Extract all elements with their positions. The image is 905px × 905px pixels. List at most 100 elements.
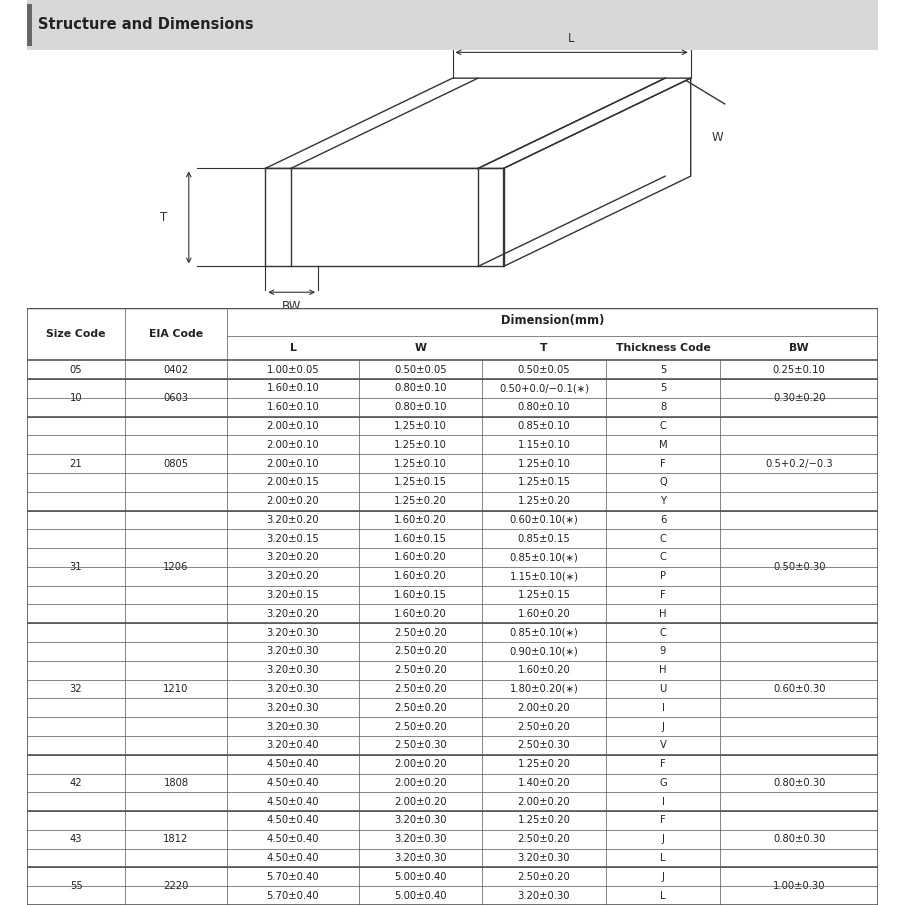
Text: 3.20±0.20: 3.20±0.20 [267,609,319,619]
Text: 1.25±0.15: 1.25±0.15 [518,477,570,488]
Text: 0.50+0.0/−0.1(∗): 0.50+0.0/−0.1(∗) [499,384,589,394]
Text: 2.50±0.20: 2.50±0.20 [395,684,447,694]
Text: 1.25±0.20: 1.25±0.20 [518,496,570,506]
Text: 5: 5 [660,384,666,394]
Text: 3.20±0.40: 3.20±0.40 [267,740,319,750]
Text: 0.80±0.10: 0.80±0.10 [518,402,570,412]
Text: I: I [662,703,664,713]
Text: 0.80±0.10: 0.80±0.10 [395,384,447,394]
Text: 1.25±0.20: 1.25±0.20 [518,759,570,769]
Text: F: F [660,759,666,769]
Text: 3.20±0.30: 3.20±0.30 [395,815,447,825]
Text: C: C [660,534,666,544]
Text: 3.20±0.30: 3.20±0.30 [267,646,319,656]
Text: 0.90±0.10(∗): 0.90±0.10(∗) [510,646,578,656]
Text: Thickness Code: Thickness Code [615,343,710,353]
Text: 8: 8 [660,402,666,412]
Text: Y: Y [660,496,666,506]
Text: 1.00±0.30: 1.00±0.30 [773,881,825,891]
Text: 1.25±0.20: 1.25±0.20 [518,815,570,825]
Text: 3.20±0.30: 3.20±0.30 [267,684,319,694]
Bar [27,4,33,46]
Text: 1.60±0.20: 1.60±0.20 [518,609,570,619]
Text: 3.20±0.20: 3.20±0.20 [267,571,319,581]
Text: 2.00±0.15: 2.00±0.15 [267,477,319,488]
Text: 1.25±0.10: 1.25±0.10 [395,459,447,469]
Text: C: C [660,552,666,563]
Text: G: G [659,778,667,788]
Text: C: C [660,628,666,638]
Text: L: L [661,891,666,900]
Text: 0.30±0.20: 0.30±0.20 [773,393,825,403]
Text: 2.50±0.20: 2.50±0.20 [518,872,570,881]
Text: 2.00±0.20: 2.00±0.20 [267,496,319,506]
Text: I: I [662,796,664,806]
Text: 0.50±0.05: 0.50±0.05 [395,365,447,375]
Text: 2.00±0.20: 2.00±0.20 [518,796,570,806]
Polygon shape [265,78,691,168]
Text: W: W [414,343,426,353]
Text: 0.50±0.30: 0.50±0.30 [773,562,825,572]
Text: 5.00±0.40: 5.00±0.40 [395,872,447,881]
Text: 0.80±0.30: 0.80±0.30 [773,834,825,844]
Text: U: U [660,684,667,694]
Text: 4.50±0.40: 4.50±0.40 [267,796,319,806]
Text: 43: 43 [70,834,82,844]
Text: 0.85±0.10(∗): 0.85±0.10(∗) [510,628,578,638]
Text: T: T [160,211,167,224]
Text: 2.00±0.10: 2.00±0.10 [267,440,319,450]
Text: 2.00±0.20: 2.00±0.20 [395,778,447,788]
Text: 10: 10 [70,393,82,403]
Text: L: L [661,853,666,863]
Text: 3.20±0.30: 3.20±0.30 [518,891,570,900]
Text: 3.20±0.30: 3.20±0.30 [518,853,570,863]
Text: 1.25±0.10: 1.25±0.10 [518,459,570,469]
Text: 1.60±0.20: 1.60±0.20 [395,515,447,525]
Text: 3.20±0.30: 3.20±0.30 [267,721,319,731]
Text: 1.80±0.20(∗): 1.80±0.20(∗) [510,684,578,694]
Text: Size Code: Size Code [46,329,106,339]
Text: 0.85±0.10: 0.85±0.10 [518,421,570,431]
Text: L: L [290,343,297,353]
Text: J: J [662,872,664,881]
Text: 31: 31 [70,562,82,572]
Text: 55: 55 [70,881,82,891]
Text: 2.00±0.10: 2.00±0.10 [267,421,319,431]
Text: 2.00±0.20: 2.00±0.20 [395,759,447,769]
Text: 3.20±0.30: 3.20±0.30 [267,628,319,638]
Text: 1210: 1210 [163,684,189,694]
Text: W: W [712,131,724,144]
Text: F: F [660,590,666,600]
Text: 4.50±0.40: 4.50±0.40 [267,853,319,863]
Text: 2.50±0.20: 2.50±0.20 [395,721,447,731]
Text: 1.15±0.10(∗): 1.15±0.10(∗) [510,571,578,581]
Text: 1.60±0.20: 1.60±0.20 [395,552,447,563]
Text: 5.70±0.40: 5.70±0.40 [267,872,319,881]
Text: 3.20±0.20: 3.20±0.20 [267,552,319,563]
Text: 0.60±0.10(∗): 0.60±0.10(∗) [510,515,578,525]
Text: 05: 05 [70,365,82,375]
Text: 3.20±0.30: 3.20±0.30 [267,703,319,713]
Text: 1.60±0.10: 1.60±0.10 [267,402,319,412]
Text: 1.60±0.15: 1.60±0.15 [395,534,447,544]
Text: Structure and Dimensions: Structure and Dimensions [38,17,253,33]
Text: T: T [540,343,548,353]
Text: 4.50±0.40: 4.50±0.40 [267,778,319,788]
Text: 5.70±0.40: 5.70±0.40 [267,891,319,900]
Text: 2.00±0.20: 2.00±0.20 [518,703,570,713]
Text: 0805: 0805 [164,459,188,469]
Text: 9: 9 [660,646,666,656]
Text: V: V [660,740,666,750]
Text: 3.20±0.15: 3.20±0.15 [267,590,319,600]
Text: 21: 21 [70,459,82,469]
Text: F: F [660,459,666,469]
Text: 4.50±0.40: 4.50±0.40 [267,815,319,825]
Text: 3.20±0.30: 3.20±0.30 [267,665,319,675]
Text: 32: 32 [70,684,82,694]
Text: 1.00±0.05: 1.00±0.05 [267,365,319,375]
Text: 0.25±0.10: 0.25±0.10 [773,365,825,375]
Text: 1.25±0.20: 1.25±0.20 [395,496,447,506]
Polygon shape [503,78,691,266]
Text: 5.00±0.40: 5.00±0.40 [395,891,447,900]
Text: 1206: 1206 [163,562,189,572]
